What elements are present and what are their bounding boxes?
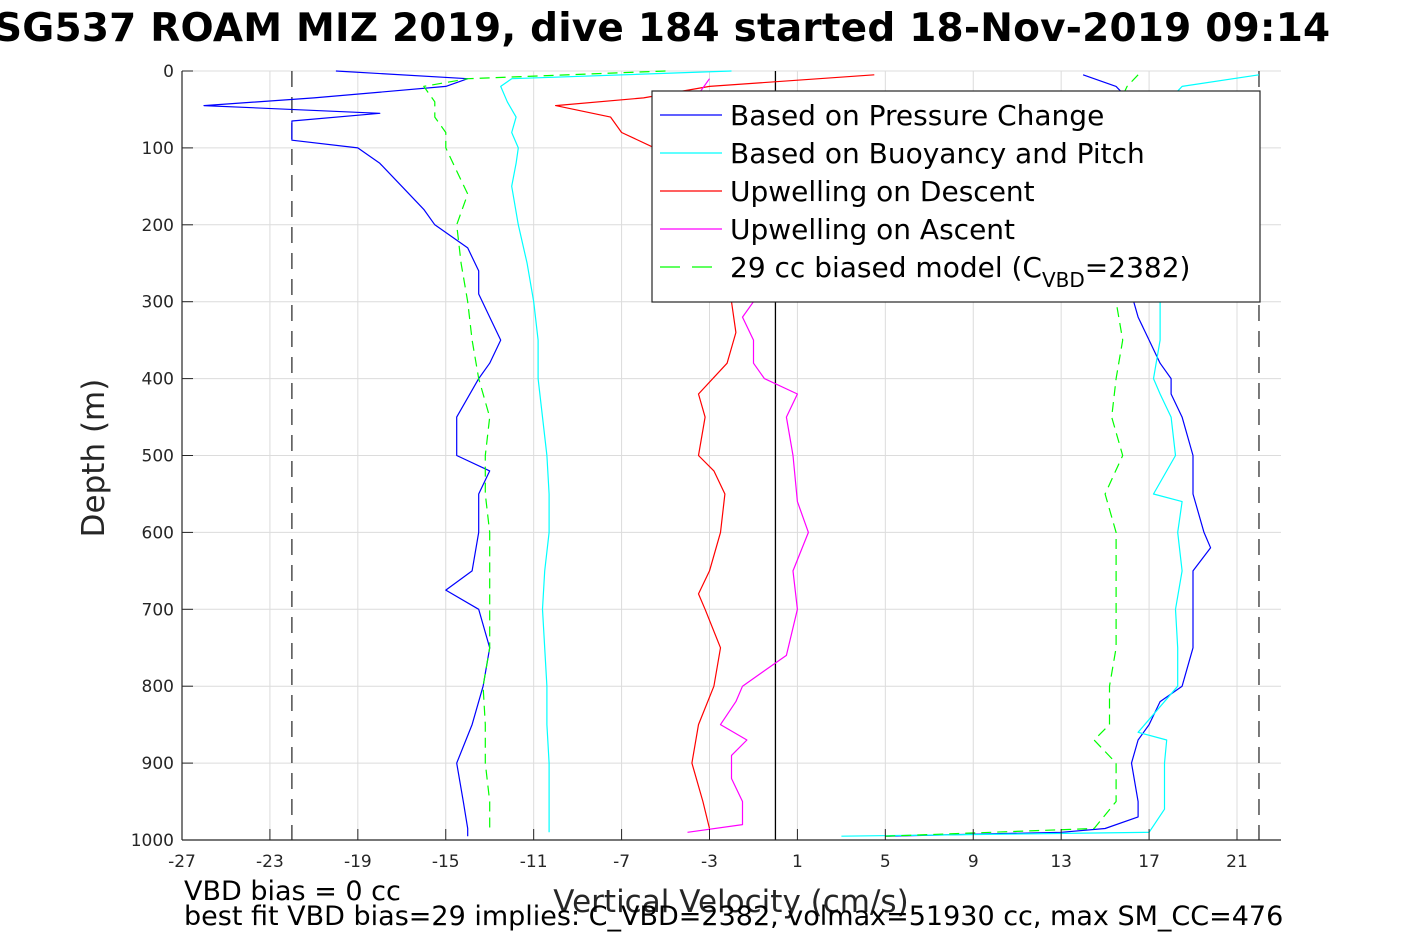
legend-entry-label: Upwelling on Descent (730, 175, 1035, 208)
legend-entry-label: Upwelling on Ascent (730, 213, 1015, 246)
y-tick-label: 700 (142, 600, 174, 620)
x-axis-label: Vertical Velocity (cm/s) (553, 884, 908, 920)
legend: Based on Pressure Change Based on Buoyanc… (651, 90, 1261, 303)
y-tick-label: 600 (142, 523, 174, 543)
y-tick-label: 200 (142, 216, 174, 236)
y-tick-label: 800 (142, 677, 174, 697)
series-line-based-on-pressure-change-ascent (885, 74, 1212, 837)
y-tick-labels: 0 100 200 300 400 500 600 700 800 900 1000 (131, 62, 174, 851)
series-group (203, 70, 1260, 837)
legend-entry-label: Based on Buoyancy and Pitch (730, 137, 1145, 170)
y-tick-label: 1000 (131, 831, 174, 851)
y-axis-label: Depth (m) (76, 379, 112, 538)
x-tick-label: -19 (344, 852, 372, 872)
y-tick-label: 300 (142, 293, 174, 313)
chart-title: SG537 ROAM MIZ 2019, dive 184 started 18… (0, 6, 1331, 51)
legend-entry-label: 29 cc biased model (CVBD=2382) (730, 251, 1190, 292)
x-tick-label: 1 (792, 852, 803, 872)
x-tick-label: -11 (520, 852, 548, 872)
legend-box (651, 90, 1261, 303)
series-line-29-cc-biased-model-c-vbd-2382 (423, 70, 666, 833)
series-line-based-on-pressure-change (203, 70, 502, 837)
x-tick-label: -23 (256, 852, 284, 872)
series-line-29-cc-biased-model-ascent (885, 74, 1139, 837)
y-tick-label: 900 (142, 754, 174, 774)
series-line-upwelling-on-ascent (687, 78, 809, 833)
legend-entry-label: Based on Pressure Change (730, 99, 1104, 132)
series-line-upwelling-on-descent (555, 74, 875, 829)
series-line-based-on-buoyancy-and-pitch-ascent (841, 74, 1260, 837)
vbd-bias-note: VBD bias = 0 cc (184, 876, 401, 907)
x-tick-label: 21 (1226, 852, 1248, 872)
x-tick-label: -3 (701, 852, 718, 872)
x-tick-labels: -27 -23 -19 -15 -11 -7 -3 1 5 9 13 17 21 (168, 852, 1248, 872)
y-tick-label: 400 (142, 370, 174, 390)
axes (181, 70, 1281, 841)
y-tick-label: 100 (142, 139, 174, 159)
x-tick-label: 17 (1138, 852, 1160, 872)
x-tick-label: 5 (880, 852, 891, 872)
x-tick-label: -15 (432, 852, 460, 872)
best-fit-note: best fit VBD bias=29 implies: C_VBD=2382… (184, 901, 1284, 932)
series-line-based-on-buoyancy-and-pitch (500, 70, 732, 833)
x-tick-label: -7 (613, 852, 630, 872)
x-tick-label: 9 (968, 852, 979, 872)
x-tick-label: -27 (168, 852, 196, 872)
y-tick-label: 0 (163, 62, 174, 82)
y-tick-label: 500 (142, 447, 174, 467)
x-tick-label: 13 (1050, 852, 1072, 872)
